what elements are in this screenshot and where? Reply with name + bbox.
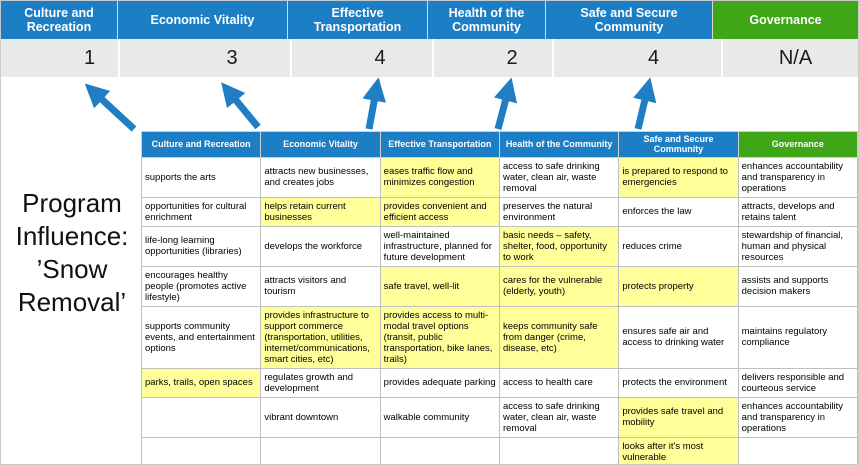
- matrix-cell-2-2: well-maintained infrastructure, planned …: [379, 225, 500, 267]
- matrix-cell-2-1: develops the workforce: [260, 225, 381, 267]
- matrix-cell-7-4: looks after it's most vulnerable: [618, 436, 739, 464]
- banner-category-1: Economic Vitality: [118, 1, 288, 39]
- matrix-cell-5-2: provides adequate parking: [379, 367, 500, 398]
- program-title: Program Influence: ’Snow Removal’: [15, 188, 129, 318]
- matrix-header-0: Culture and Recreation: [140, 131, 262, 158]
- matrix-cell-3-4: protects property: [618, 265, 739, 307]
- matrix-header-row: Culture and Recreation Economic Vitality E…: [140, 131, 858, 158]
- up-arrow-culture: [84, 83, 137, 132]
- matrix-cell-5-0: parks, trails, open spaces: [140, 367, 262, 398]
- matrix-header-3: Health of the Community: [498, 131, 620, 158]
- banner-category-4: Safe and Secure Community: [546, 1, 713, 39]
- up-arrow-transportation: [362, 77, 386, 130]
- matrix-row-3: encourages healthy people (promotes acti…: [140, 265, 858, 307]
- matrix-cell-2-3: basic needs – safety, shelter, food, opp…: [498, 225, 620, 267]
- banner-category-3: Health of the Community: [428, 1, 546, 39]
- matrix-cell-0-5: enhances accountability and transparency…: [737, 156, 858, 198]
- score-value-1: 3: [120, 39, 290, 77]
- matrix-cell-2-0: life-long learning opportunities (librar…: [140, 225, 262, 267]
- score-number: 3: [226, 46, 238, 69]
- matrix-header-5: Governance: [737, 131, 858, 158]
- matrix-cell-1-2: provides convenient and efficient access: [379, 196, 500, 227]
- score-number: N/A: [778, 46, 813, 69]
- score-value-5: N/A: [723, 39, 858, 77]
- matrix-header-2: Effective Transportation: [379, 131, 500, 158]
- score-value-2: 4: [292, 39, 432, 77]
- matrix-header-1: Economic Vitality: [260, 131, 381, 158]
- matrix-cell-3-5: assists and supports decision makers: [737, 265, 858, 307]
- matrix-cell-4-3: keeps community safe from danger (crime,…: [498, 305, 620, 369]
- matrix-cell-7-3: [498, 436, 620, 464]
- matrix-cell-6-4: provides safe travel and mobility: [618, 396, 739, 438]
- matrix-cell-6-5: enhances accountability and transparency…: [737, 396, 858, 438]
- matrix-cell-3-3: cares for the vulnerable (elderly, youth…: [498, 265, 620, 307]
- matrix-cell-0-1: attracts new businesses, and creates job…: [260, 156, 381, 198]
- up-arrow-safe: [633, 77, 657, 130]
- matrix-row-7: looks after it's most vulnerable: [140, 436, 858, 464]
- score-value-4: 4: [554, 39, 721, 77]
- matrix-cell-7-1: [260, 436, 381, 464]
- matrix-row-1: opportunities for cultural enrichment hel…: [140, 196, 858, 227]
- matrix-cell-2-5: stewardship of financial, human and phys…: [737, 225, 858, 267]
- matrix-cell-1-0: opportunities for cultural enrichment: [140, 196, 262, 227]
- matrix-cell-4-4: ensures safe air and access to drinking …: [618, 305, 739, 369]
- matrix-row-2: life-long learning opportunities (librar…: [140, 225, 858, 267]
- matrix-cell-6-1: vibrant downtown: [260, 396, 381, 438]
- matrix-row-6: vibrant downtown walkable community access…: [140, 396, 858, 438]
- matrix-cell-5-1: regulates growth and development: [260, 367, 381, 398]
- matrix-cell-6-2: walkable community: [379, 396, 500, 438]
- matrix-cell-5-5: delivers responsible and courteous servi…: [737, 367, 858, 398]
- score-number: 4: [647, 46, 660, 69]
- up-arrow-economic: [221, 82, 261, 130]
- matrix-cell-4-0: supports community events, and entertain…: [140, 305, 262, 369]
- matrix-cell-5-4: protects the environment: [618, 367, 739, 398]
- matrix-cell-4-5: maintains regulatory compliance: [737, 305, 858, 369]
- banner-category-2: Effective Transportation: [288, 1, 428, 39]
- matrix-cell-6-0: [140, 396, 262, 438]
- score-number: 4: [374, 46, 386, 69]
- matrix-cell-7-0: [140, 436, 262, 464]
- matrix-cell-7-5: [737, 436, 858, 464]
- matrix-cell-1-3: preserves the natural environment: [498, 196, 620, 227]
- matrix-cell-3-0: encourages healthy people (promotes acti…: [140, 265, 262, 307]
- matrix-cell-5-3: access to health care: [498, 367, 620, 398]
- influence-arrows: [84, 77, 657, 132]
- matrix-cell-4-2: provides access to multi-modal travel op…: [379, 305, 500, 369]
- matrix-cell-0-2: eases traffic flow and minimizes congest…: [379, 156, 500, 198]
- matrix-cell-0-0: supports the arts: [140, 156, 262, 198]
- matrix-row-4: supports community events, and entertain…: [140, 305, 858, 369]
- matrix-cell-7-2: [379, 436, 500, 464]
- matrix-row-5: parks, trails, open spaces regulates grow…: [140, 367, 858, 398]
- matrix-cell-1-5: attracts, develops and retains talent: [737, 196, 858, 227]
- matrix-header-4: Safe and Secure Community: [618, 131, 739, 158]
- score-value-3: 2: [434, 39, 552, 77]
- banner-category-5: Governance: [713, 1, 858, 39]
- score-value-0: 1: [1, 39, 118, 77]
- matrix-cell-4-1: provides infrastructure to support comme…: [260, 305, 381, 369]
- matrix-cell-0-3: access to safe drinking water, clean air…: [498, 156, 620, 198]
- influence-matrix: Culture and Recreation Economic Vitality E…: [140, 131, 858, 464]
- up-arrow-health: [493, 77, 518, 130]
- matrix-cell-6-3: access to safe drinking water, clean air…: [498, 396, 620, 438]
- matrix-cell-2-4: reduces crime: [618, 225, 739, 267]
- score-number: 2: [506, 46, 518, 69]
- score-row: 1 3 4 2 4 N/A: [1, 39, 858, 77]
- matrix-cell-3-2: safe travel, well-lit: [379, 265, 500, 307]
- category-banner: Culture and Recreation Economic Vitality E…: [1, 1, 858, 39]
- score-number: 1: [83, 46, 96, 69]
- matrix-cell-0-4: is prepared to respond to emergencies: [618, 156, 739, 198]
- banner-category-0: Culture and Recreation: [1, 1, 118, 39]
- matrix-cell-1-1: helps retain current businesses: [260, 196, 381, 227]
- matrix-cell-3-1: attracts visitors and tourism: [260, 265, 381, 307]
- matrix-row-0: supports the arts attracts new businesses…: [140, 156, 858, 198]
- matrix-cell-1-4: enforces the law: [618, 196, 739, 227]
